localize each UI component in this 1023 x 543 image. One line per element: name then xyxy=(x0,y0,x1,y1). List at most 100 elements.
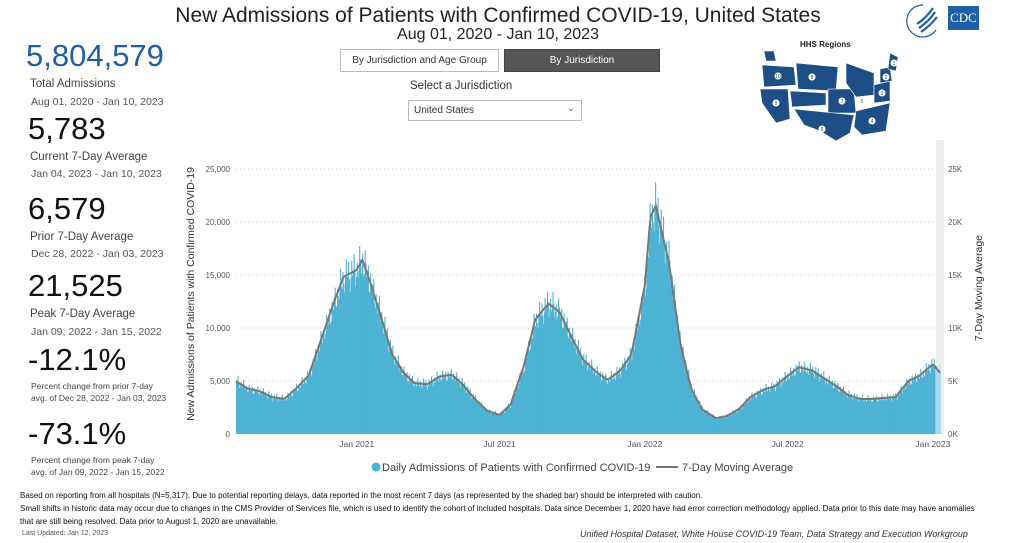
daily-bar xyxy=(462,384,464,434)
by-jurisdiction-button[interactable]: By Jurisdiction xyxy=(504,49,660,72)
daily-bar xyxy=(685,367,687,434)
daily-bar xyxy=(923,374,925,434)
region-marker[interactable] xyxy=(818,125,826,133)
daily-bar xyxy=(857,402,860,434)
daily-bar xyxy=(592,373,594,434)
daily-bar xyxy=(680,342,682,434)
daily-bar xyxy=(670,282,672,434)
daily-bar xyxy=(906,381,908,434)
daily-bar xyxy=(441,370,444,434)
daily-bar xyxy=(719,417,721,434)
region-marker[interactable] xyxy=(838,97,846,105)
daily-bar xyxy=(377,313,379,434)
daily-bar xyxy=(853,397,855,434)
daily-bar xyxy=(392,345,394,434)
region-marker[interactable] xyxy=(868,117,876,125)
daily-bar xyxy=(881,394,883,434)
daily-bar xyxy=(433,382,435,434)
region-marker[interactable] xyxy=(808,73,816,81)
daily-bar xyxy=(671,275,673,434)
daily-bar xyxy=(741,407,743,434)
daily-bar xyxy=(882,399,884,434)
daily-bar xyxy=(903,385,905,434)
daily-bar xyxy=(577,339,579,434)
daily-bar xyxy=(543,324,545,434)
jurisdiction-select[interactable]: United States ⌄ xyxy=(408,100,582,121)
daily-bar xyxy=(483,406,485,434)
daily-bar xyxy=(675,315,677,434)
daily-bar xyxy=(515,393,517,434)
moving-average-line xyxy=(235,202,941,420)
daily-bar xyxy=(540,315,542,434)
daily-bar xyxy=(598,376,600,434)
daily-bar xyxy=(440,381,442,434)
region-marker[interactable] xyxy=(858,97,866,105)
daily-bar xyxy=(387,341,389,434)
daily-bar xyxy=(884,399,886,434)
daily-bar xyxy=(637,321,639,434)
region-marker[interactable] xyxy=(882,73,890,81)
daily-bar xyxy=(548,316,550,434)
region-marker[interactable] xyxy=(878,89,886,97)
daily-bar xyxy=(818,375,820,434)
daily-bar xyxy=(744,404,746,434)
daily-bar xyxy=(529,349,531,434)
region-label: 1 xyxy=(893,61,896,67)
daily-bar xyxy=(738,409,740,434)
daily-bar xyxy=(580,358,582,434)
daily-bar xyxy=(889,395,891,434)
daily-bar xyxy=(677,336,680,434)
daily-bar xyxy=(692,394,694,434)
daily-bar xyxy=(859,396,861,434)
daily-bar xyxy=(752,394,754,434)
daily-bar xyxy=(236,381,238,434)
daily-bar xyxy=(520,376,523,434)
daily-bar xyxy=(465,393,467,434)
daily-bar xyxy=(544,298,546,434)
daily-bar xyxy=(509,408,511,434)
by-jurisdiction-and-age-group-button[interactable]: By Jurisdiction and Age Group xyxy=(340,49,499,72)
daily-bar xyxy=(325,333,327,434)
daily-bar xyxy=(691,391,693,434)
daily-bar xyxy=(369,292,371,434)
daily-bar xyxy=(366,276,368,434)
daily-bar xyxy=(357,277,359,434)
daily-bar xyxy=(410,381,412,434)
daily-bar xyxy=(725,417,727,434)
daily-bar xyxy=(865,401,867,434)
region-marker[interactable] xyxy=(890,59,898,67)
daily-bar xyxy=(872,401,874,434)
region-marker[interactable] xyxy=(774,72,782,80)
y-tick-label: 15,000 xyxy=(206,271,231,280)
hhs-regions-map[interactable]: 1 2 3 4 5 6 7 8 9 10 xyxy=(750,45,900,145)
daily-bar xyxy=(479,405,481,434)
daily-bar xyxy=(778,377,781,434)
daily-bar xyxy=(747,402,749,434)
daily-bar xyxy=(575,348,577,434)
region-marker[interactable] xyxy=(772,99,780,107)
daily-bar xyxy=(374,303,376,434)
y2-tick-label: 25K xyxy=(948,165,963,174)
daily-bar xyxy=(470,393,472,434)
date-range-subtitle: Aug 01, 2020 - Jan 10, 2023 xyxy=(397,26,599,43)
daily-bar xyxy=(809,362,811,434)
daily-bar xyxy=(434,377,436,434)
daily-bar xyxy=(468,391,470,434)
daily-bar xyxy=(404,371,406,434)
daily-bar xyxy=(810,370,812,434)
daily-bar xyxy=(736,413,738,434)
daily-bar xyxy=(843,393,845,434)
daily-bar xyxy=(321,336,323,434)
daily-bar xyxy=(803,365,805,434)
daily-bar xyxy=(255,392,257,434)
daily-bar xyxy=(768,390,770,434)
daily-bar xyxy=(372,284,374,434)
region-label: 7 xyxy=(841,99,844,105)
daily-bar xyxy=(781,383,783,434)
daily-bar xyxy=(928,370,931,434)
daily-bar xyxy=(918,378,920,434)
daily-bar xyxy=(349,291,351,434)
daily-bar xyxy=(295,387,297,434)
daily-bar xyxy=(724,416,726,434)
daily-bar xyxy=(758,393,760,434)
